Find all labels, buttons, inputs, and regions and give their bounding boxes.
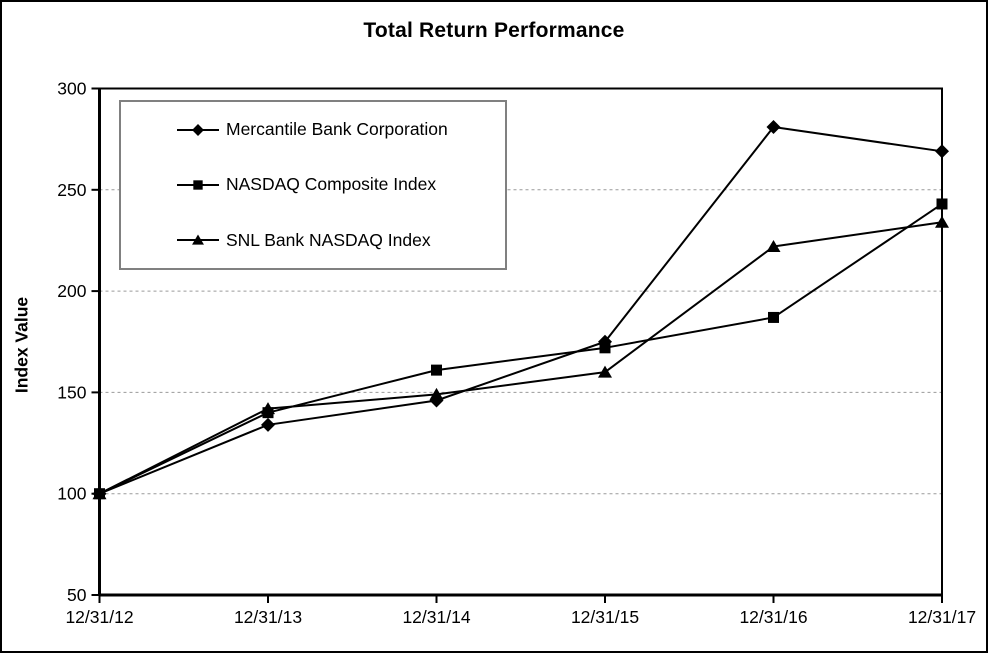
diamond-marker [766, 119, 781, 134]
legend-item: NASDAQ Composite Index [177, 176, 505, 194]
y-axis-tick-label: 300 [57, 79, 86, 99]
y-axis-tick-label: 50 [67, 585, 87, 605]
legend-triangle-marker-icon [177, 234, 219, 245]
legend-diamond-marker-icon [177, 123, 219, 136]
series-line-nasdaq-composite-index [99, 203, 943, 495]
x-axis-tick-label: 12/31/17 [908, 607, 976, 627]
legend-item-label: Mercantile Bank Corporation [226, 118, 448, 139]
triangle-marker [598, 365, 612, 378]
y-axis-tick-label: 100 [57, 484, 86, 504]
triangle-marker [261, 402, 275, 415]
x-axis-tick-label: 12/31/15 [571, 607, 639, 627]
square-marker [768, 311, 779, 323]
square-marker [936, 198, 948, 210]
y-axis-tick-label: 250 [57, 180, 86, 200]
diamond-marker [261, 417, 275, 432]
triangle-marker [92, 487, 107, 500]
x-axis-tick-label: 12/31/14 [402, 607, 470, 627]
x-axis-tick-label: 12/31/12 [65, 607, 133, 627]
chart-title: Total Return Performance [363, 19, 625, 42]
legend-item-label: SNL Bank NASDAQ Index [226, 229, 431, 250]
legend-square-marker-icon [177, 180, 219, 190]
square-marker [431, 364, 442, 376]
x-axis-tick-label: 12/31/16 [739, 607, 807, 627]
legend-item: SNL Bank NASDAQ Index [177, 229, 505, 250]
diamond-marker [935, 144, 949, 159]
y-axis-tick-label: 150 [57, 382, 86, 402]
series-line-mercantile-bank-corporation [99, 125, 943, 495]
x-axis-tick-label: 12/31/13 [234, 607, 302, 627]
series-line-snl-bank-nasdaq-index [99, 221, 943, 495]
legend: Mercantile Bank Corporation NASDAQ Compos… [119, 100, 507, 270]
triangle-marker [766, 240, 781, 253]
legend-item-label: NASDAQ Composite Index [226, 174, 437, 195]
triangle-marker [429, 387, 444, 400]
y-axis-tick-label: 200 [57, 281, 86, 301]
square-marker [599, 342, 611, 354]
legend-item: Mercantile Bank Corporation [177, 118, 505, 139]
triangle-marker [935, 215, 949, 228]
